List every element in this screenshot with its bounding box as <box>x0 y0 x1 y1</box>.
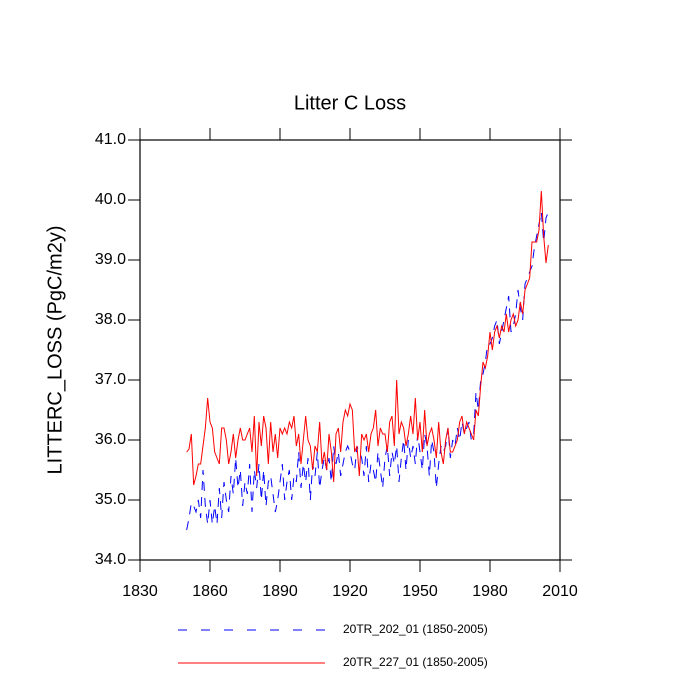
y-tick-label: 40.0 <box>95 191 126 208</box>
x-tick-label: 1860 <box>192 583 228 600</box>
x-tick-label: 1980 <box>472 583 508 600</box>
y-tick-label: 36.0 <box>95 431 126 448</box>
y-tick-label: 35.0 <box>95 491 126 508</box>
x-tick-label: 2010 <box>542 583 578 600</box>
y-tick-label: 34.0 <box>95 551 126 568</box>
y-tick-label: 38.0 <box>95 311 126 328</box>
series-line <box>186 211 549 531</box>
plot-frame <box>139 139 561 561</box>
x-tick-label: 1920 <box>332 583 368 600</box>
y-tick-label: 41.0 <box>95 131 126 148</box>
legend-label: 20TR_227_01 (1850-2005) <box>343 655 488 669</box>
y-tick-label: 37.0 <box>95 371 126 388</box>
series-line <box>186 190 549 486</box>
x-tick-label: 1830 <box>122 583 158 600</box>
x-tick-label: 1890 <box>262 583 298 600</box>
chart-title: Litter C Loss <box>294 92 406 114</box>
y-axis-label: LITTERC_LOSS (PgC/m2y) <box>44 226 66 475</box>
y-tick-label: 39.0 <box>95 251 126 268</box>
legend-label: 20TR_202_01 (1850-2005) <box>343 622 488 636</box>
x-tick-label: 1950 <box>402 583 438 600</box>
